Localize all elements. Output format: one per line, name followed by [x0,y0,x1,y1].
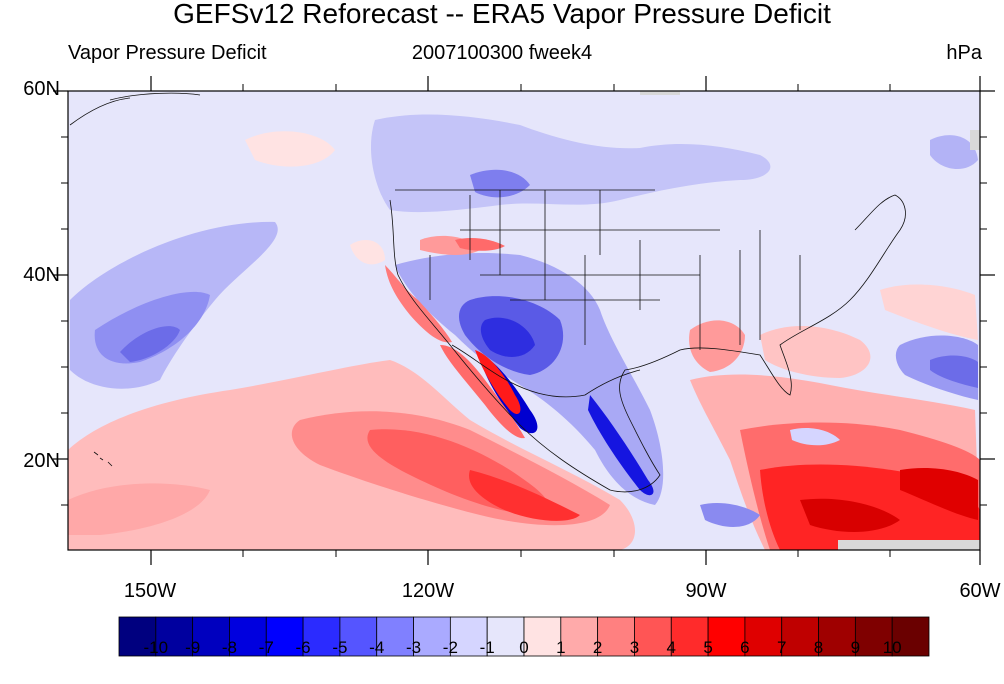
lon-label-150w: 150W [123,580,177,602]
colorbar-tick-label: 0 [519,638,529,657]
lat-label-20n: 20N [23,450,60,472]
colorbar-tick-label: 3 [629,638,640,657]
colorbar-tick-label: -6 [295,638,311,657]
canada-negative-region [370,114,771,213]
colorbar-box [155,616,194,657]
lat-label-40n: 40N [23,264,60,286]
colorbar-tick-label: 4 [666,638,676,657]
colorbar-box [413,616,451,657]
lon-label-120w: 120W [401,580,455,602]
colorbar-box [192,616,230,657]
lat-label-60n: 60N [23,78,60,100]
colorbar-box [265,616,304,657]
colorbar-tick-label: -10 [143,638,169,657]
colorbar-box [118,616,157,657]
plot-title: GEFSv12 Reforecast -- ERA5 Vapor Pressur… [173,0,831,29]
lon-label-90w: 90W [685,580,727,602]
axis-ticks [53,76,995,565]
colorbar-box [891,616,930,657]
units-label: hPa [946,42,982,64]
variable-label: Vapor Pressure Deficit [68,42,267,64]
pacific-negative-peak [120,326,180,362]
colorbar-tick-label: 10 [882,638,902,657]
colorbar-tick-label: 1 [556,638,566,657]
colorbar-tick-label: -2 [442,638,458,657]
coastlines-and-borders [69,92,906,493]
colorbar-box [229,616,267,657]
colorbar-box [634,616,672,657]
northern-negative-core [470,169,530,198]
gulf-of-california-positive-strip [475,350,521,415]
colorbar-box [449,616,488,657]
vpd-difference-field [68,91,980,550]
colorbar-box [781,616,819,657]
lon-label-60w: 60W [959,580,1001,602]
colorbar-tick-label: -4 [369,638,385,657]
colorbar-tick-label: -3 [405,638,422,657]
california-coast-positive-strip [385,265,452,343]
colorbar [118,616,930,657]
colorbar-tick-label: -8 [221,638,238,657]
colorbar-box [854,616,893,657]
colorbar-tick-label: 9 [850,638,861,657]
colorbar-box [560,616,599,657]
forecast-time-label: 2007100300 fweek4 [411,42,593,64]
colorbar-tick-label: -5 [332,638,348,657]
colorbar-tick-label: -9 [185,638,201,657]
minor-ticks [61,84,987,557]
colorbar-box [707,616,746,657]
colorbar-box [744,616,783,657]
colorbar-tick-label: 8 [813,638,824,657]
colorbar-tick-label: 2 [592,638,603,657]
colorbar-tick-label: -1 [479,638,495,657]
colorbar-tick-label: 6 [740,638,750,657]
pacific-negative-core [94,291,210,364]
colorbar-box [302,616,341,657]
colorbar-tick-label: 7 [776,638,787,657]
colorbar-tick-label: -7 [258,638,274,657]
colorbar-box [486,616,525,657]
missing-data-patches [640,91,980,550]
colorbar-tick-label: 5 [703,638,713,657]
